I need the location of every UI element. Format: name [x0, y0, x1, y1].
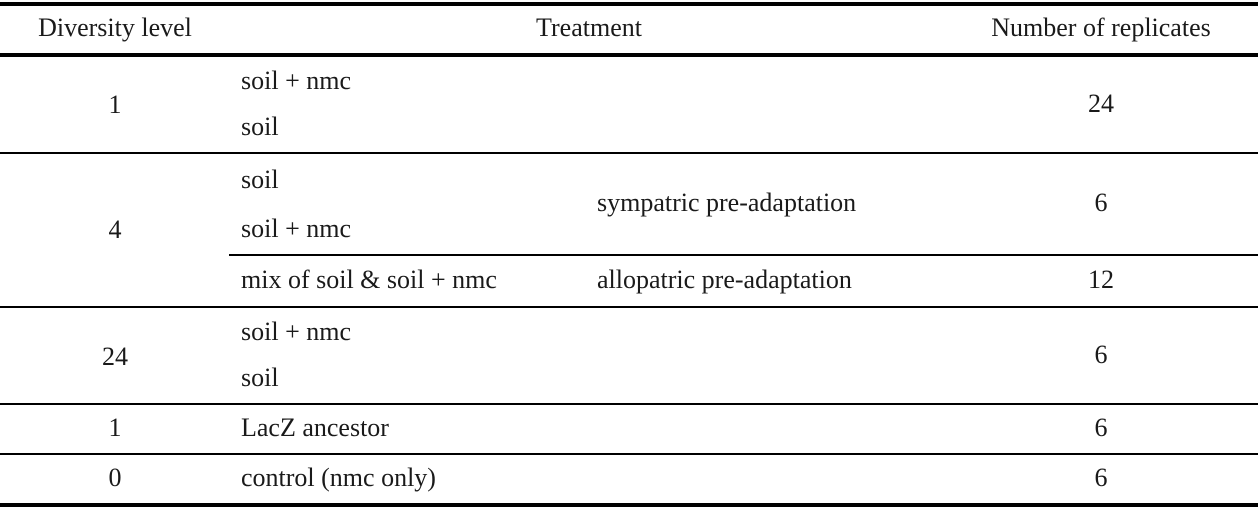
treatment-cell: soil [241, 363, 279, 392]
bottom-rule [0, 503, 1258, 507]
diversity-level-cell: 1 [108, 413, 122, 442]
treatment-cell: soil + nmc [241, 214, 351, 243]
row-divider [0, 152, 1258, 154]
replicates-cell: 6 [1094, 463, 1108, 492]
treatment-cell: soil [241, 165, 279, 194]
replicates-cell: 6 [1094, 340, 1108, 369]
diversity-level-cell: 24 [102, 342, 128, 371]
row-divider [0, 306, 1258, 308]
row-subdivider [229, 254, 1258, 256]
column-header-diversity-level: Diversity level [38, 13, 192, 42]
top-rule [0, 2, 1258, 6]
diversity-level-cell: 0 [108, 463, 122, 492]
treatment-cell: control (nmc only) [241, 463, 436, 492]
adaptation-cell: sympatric pre-adaptation [597, 188, 857, 217]
header-rule [0, 53, 1258, 57]
adaptation-cell: allopatric pre-adaptation [597, 265, 852, 294]
treatment-cell: mix of soil & soil + nmc [241, 265, 497, 294]
treatment-cell: soil + nmc [241, 317, 351, 346]
replicates-cell: 12 [1088, 265, 1114, 294]
diversity-level-cell: 1 [108, 90, 122, 119]
row-divider [0, 453, 1258, 455]
replicates-cell: 6 [1094, 188, 1108, 217]
treatment-cell: soil [241, 112, 279, 141]
replicates-cell: 24 [1088, 89, 1114, 118]
diversity-level-cell: 4 [108, 215, 122, 244]
treatment-cell: soil + nmc [241, 66, 351, 95]
replicates-cell: 6 [1094, 413, 1108, 442]
column-header-number-of-replicates: Number of replicates [991, 13, 1211, 42]
column-header-treatment: Treatment [536, 13, 642, 42]
row-divider [0, 403, 1258, 405]
treatment-cell: LacZ ancestor [241, 413, 389, 442]
